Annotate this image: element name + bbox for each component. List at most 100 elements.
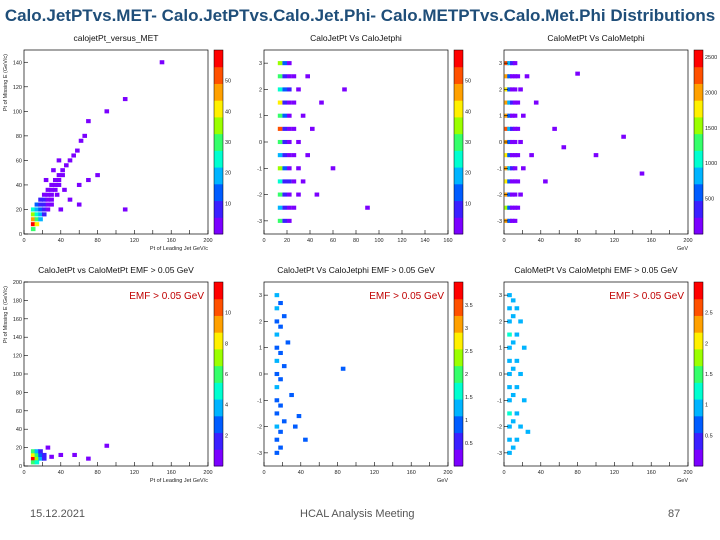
heatmap-cell xyxy=(507,192,512,197)
heatmap-cell xyxy=(274,371,280,377)
x-tick-label: 0 xyxy=(22,470,25,476)
heatmap-cell xyxy=(510,298,516,303)
heatmap-cell xyxy=(507,385,512,390)
heatmap-cell xyxy=(507,205,512,210)
colorbar-segment xyxy=(214,449,223,467)
heatmap-cell xyxy=(287,179,292,184)
heatmap-cell xyxy=(507,398,512,403)
y-tick-label: 2 xyxy=(259,87,262,93)
heatmap-cell xyxy=(62,187,67,192)
colorbar-tick-label: 10 xyxy=(225,201,231,207)
heatmap-cell xyxy=(507,179,512,184)
heatmap-cell xyxy=(58,452,64,458)
x-tick-label: 40 xyxy=(58,238,64,244)
heatmap-cell xyxy=(45,187,51,192)
colorbar-segment xyxy=(454,200,463,218)
y-tick-label: 40 xyxy=(16,427,22,433)
colorbar-frame xyxy=(453,281,464,467)
colorbar-segment xyxy=(694,399,703,417)
chart-title: calojetPt_versus_MET xyxy=(73,33,158,43)
heatmap-cell xyxy=(277,126,283,131)
y-axis-label: Pt of Missing E (GeV/c) xyxy=(3,54,9,111)
heatmap-cell xyxy=(514,437,520,442)
heatmap-cell xyxy=(512,74,518,79)
heatmap-cell xyxy=(282,192,287,197)
y-tick-label: 40 xyxy=(16,183,22,189)
heatmap-cell xyxy=(300,179,306,184)
y-tick-label: 3 xyxy=(259,293,262,299)
heatmap-cell xyxy=(512,192,518,197)
heatmap-cell xyxy=(518,139,523,145)
heatmap-cell xyxy=(34,207,40,212)
x-tick-label: 160 xyxy=(167,238,176,244)
y-tick-label: -1 xyxy=(497,166,502,172)
heatmap-cell xyxy=(86,177,91,183)
colorbar-segment xyxy=(694,415,703,434)
emf-annotation: EMF > 0.05 GeV xyxy=(369,291,444,302)
heatmap-cell xyxy=(507,139,512,145)
heatmap-cell xyxy=(509,113,515,118)
heatmap-cell xyxy=(561,145,567,150)
x-axis-label: Pt of Leading Jet GeV/c xyxy=(150,478,208,484)
colorbar-tick-label: 0.5 xyxy=(705,433,713,439)
heatmap-cell xyxy=(122,207,128,212)
chart-panel-jetpt-vs-jetphi-emf: CaloJetPt Vs CaloJetphi EMF > 0.05 GeV 0 4… xyxy=(242,262,478,500)
colorbar-segment xyxy=(214,116,223,135)
heatmap-cell xyxy=(287,74,292,79)
x-tick-label: 140 xyxy=(420,238,429,244)
colorbar-segment xyxy=(454,217,463,235)
heatmap-cell xyxy=(507,358,512,363)
heatmap-cell xyxy=(507,100,512,105)
heatmap-cell xyxy=(122,97,128,102)
heatmap-cell xyxy=(41,197,47,202)
heatmap-cell xyxy=(512,139,518,145)
colorbar-segment xyxy=(214,348,223,367)
heatmap-cell xyxy=(340,366,346,371)
y-tick-label: 80 xyxy=(16,390,22,396)
x-tick-label: 80 xyxy=(95,470,101,476)
x-tick-label: 80 xyxy=(353,238,359,244)
x-tick-label: 0 xyxy=(502,470,505,476)
y-tick-label: 1 xyxy=(259,114,262,120)
y-tick-label: 2 xyxy=(499,87,502,93)
heatmap-cell xyxy=(60,168,65,173)
heatmap-cell xyxy=(274,332,280,337)
heatmap-cell xyxy=(507,424,512,429)
heatmap-cell xyxy=(274,450,280,455)
chart-title: CaloJetPt Vs CaloJetphi EMF > 0.05 GeV xyxy=(277,265,435,275)
colorbar-segment xyxy=(214,382,223,400)
colorbar-frame xyxy=(453,49,464,235)
x-tick-label: 80 xyxy=(95,238,101,244)
chart-panel-jetpt-vs-met: calojetPt_versus_MET 0 40 80 120 160 200 0 20 40 6… xyxy=(2,30,238,268)
heatmap-cell xyxy=(277,139,283,145)
heatmap-cell xyxy=(509,74,515,79)
heatmap-cell xyxy=(639,171,645,176)
y-tick-label: 3 xyxy=(499,293,502,299)
heatmap-cell xyxy=(291,126,297,131)
heatmap-cell xyxy=(621,134,626,139)
heatmap-cell xyxy=(518,424,523,429)
emf-annotation: EMF > 0.05 GeV xyxy=(129,291,204,302)
heatmap-cell xyxy=(507,218,512,223)
chart-svg: CaloJetPt Vs CaloJetphi EMF > 0.05 GeV 0 4… xyxy=(257,265,473,484)
heatmap-cell xyxy=(507,371,512,377)
colorbar-segment xyxy=(694,183,703,202)
heatmap-cell xyxy=(282,179,287,184)
heatmap-cell xyxy=(515,205,521,210)
footer-date: 15.12.2021 xyxy=(30,508,86,520)
y-tick-label: -1 xyxy=(497,398,502,404)
heatmap-cell xyxy=(278,324,283,329)
colorbar-segment xyxy=(694,298,703,316)
colorbar-segment xyxy=(694,282,703,300)
heatmap-cell xyxy=(38,197,43,202)
heatmap-cell xyxy=(287,153,292,158)
heatmap-cell xyxy=(512,153,518,158)
heatmap-cell xyxy=(552,126,557,131)
colorbar-segment xyxy=(694,348,703,367)
colorbar-segment xyxy=(454,332,463,350)
heatmap-cell xyxy=(521,113,526,118)
y-tick-label: 120 xyxy=(13,85,22,91)
heatmap-cell xyxy=(159,60,165,65)
